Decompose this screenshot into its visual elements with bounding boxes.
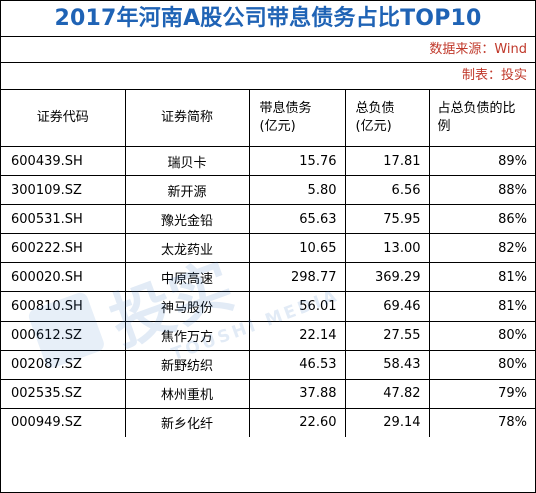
cell-total-liabilities: 13.00	[344, 233, 430, 264]
cell-name: 豫光金铅	[124, 204, 250, 235]
cell-code: 002087.SZ	[1, 349, 126, 380]
table-row: 300109.SZ 新开源 5.80 6.56 88%	[1, 175, 535, 206]
header-ratio-l2: 例	[437, 119, 451, 134]
header-interest-debt: 带息债务 (亿元)	[248, 90, 346, 147]
table-maker: 制表：投实	[1, 63, 535, 90]
table-row: 600810.SH 神马股份 56.01 69.46 81%	[1, 291, 535, 322]
table-row: 600531.SH 豫光金铅 65.63 75.95 86%	[1, 204, 535, 235]
cell-ratio: 82%	[428, 233, 535, 264]
table-row: 000612.SZ 焦作万方 22.14 27.55 80%	[1, 320, 535, 351]
cell-interest-debt: 10.65	[248, 233, 346, 264]
header-ratio-l1: 占总负债的比	[437, 101, 516, 116]
cell-name: 新野纺织	[124, 349, 250, 380]
cell-code: 600531.SH	[1, 204, 126, 235]
table-row: 000949.SZ 新乡化纤 22.60 29.14 78%	[1, 407, 535, 437]
cell-name: 太龙药业	[124, 233, 250, 264]
cell-name: 中原高速	[124, 262, 250, 293]
header-total-l2: (亿元)	[355, 119, 392, 134]
header-code: 证券代码	[1, 90, 126, 147]
cell-code: 300109.SZ	[1, 175, 126, 206]
cell-name: 新开源	[124, 175, 250, 206]
cell-interest-debt: 5.80	[248, 175, 346, 206]
cell-total-liabilities: 69.46	[344, 291, 430, 322]
cell-interest-debt: 15.76	[248, 145, 346, 177]
cell-total-liabilities: 29.14	[344, 407, 430, 437]
cell-total-liabilities: 17.81	[344, 145, 430, 177]
table-row: 600020.SH 中原高速 298.77 369.29 81%	[1, 262, 535, 293]
table-row: 002535.SZ 林州重机 37.88 47.82 79%	[1, 378, 535, 409]
cell-interest-debt: 37.88	[248, 378, 346, 409]
cell-code: 600020.SH	[1, 262, 126, 293]
cell-code: 600810.SH	[1, 291, 126, 322]
cell-ratio: 86%	[428, 204, 535, 235]
data-source: 数据来源：Wind	[1, 37, 535, 63]
cell-interest-debt: 56.01	[248, 291, 346, 322]
cell-total-liabilities: 6.56	[344, 175, 430, 206]
cell-code: 000612.SZ	[1, 320, 126, 351]
cell-ratio: 80%	[428, 320, 535, 351]
header-interest-debt-l2: (亿元)	[259, 119, 296, 134]
cell-name: 瑞贝卡	[124, 145, 250, 177]
table-row: 002087.SZ 新野纺织 46.53 58.43 80%	[1, 349, 535, 380]
cell-total-liabilities: 369.29	[344, 262, 430, 293]
cell-ratio: 89%	[428, 145, 535, 177]
cell-name: 新乡化纤	[124, 407, 250, 437]
cell-ratio: 81%	[428, 291, 535, 322]
table-row: 600439.SH 瑞贝卡 15.76 17.81 89%	[1, 145, 535, 177]
cell-ratio: 78%	[428, 407, 535, 437]
cell-ratio: 88%	[428, 175, 535, 206]
cell-interest-debt: 65.63	[248, 204, 346, 235]
header-total-liabilities: 总负债 (亿元)	[344, 90, 430, 147]
cell-total-liabilities: 58.43	[344, 349, 430, 380]
cell-name: 林州重机	[124, 378, 250, 409]
cell-interest-debt: 298.77	[248, 262, 346, 293]
header-ratio: 占总负债的比例	[428, 90, 535, 147]
cell-name: 焦作万方	[124, 320, 250, 351]
table-row: 600222.SH 太龙药业 10.65 13.00 82%	[1, 233, 535, 264]
header-total-l1: 总负债	[355, 101, 395, 116]
cell-code: 002535.SZ	[1, 378, 126, 409]
cell-ratio: 81%	[428, 262, 535, 293]
debt-ratio-table: 证券代码 证券简称 带息债务 (亿元) 总负债 (亿元) 占总负债的比例 60043…	[1, 90, 535, 437]
table-title: 2017年河南A股公司带息债务占比TOP10	[1, 1, 535, 37]
cell-interest-debt: 22.14	[248, 320, 346, 351]
cell-interest-debt: 22.60	[248, 407, 346, 437]
header-interest-debt-l1: 带息债务	[259, 101, 312, 116]
header-name: 证券简称	[124, 90, 250, 147]
cell-code: 600439.SH	[1, 145, 126, 177]
cell-total-liabilities: 75.95	[344, 204, 430, 235]
cell-code: 600222.SH	[1, 233, 126, 264]
cell-ratio: 79%	[428, 378, 535, 409]
cell-interest-debt: 46.53	[248, 349, 346, 380]
header-row: 证券代码 证券简称 带息债务 (亿元) 总负债 (亿元) 占总负债的比例	[1, 90, 535, 147]
cell-total-liabilities: 47.82	[344, 378, 430, 409]
cell-total-liabilities: 27.55	[344, 320, 430, 351]
cell-ratio: 80%	[428, 349, 535, 380]
cell-code: 000949.SZ	[1, 407, 126, 437]
cell-name: 神马股份	[124, 291, 250, 322]
